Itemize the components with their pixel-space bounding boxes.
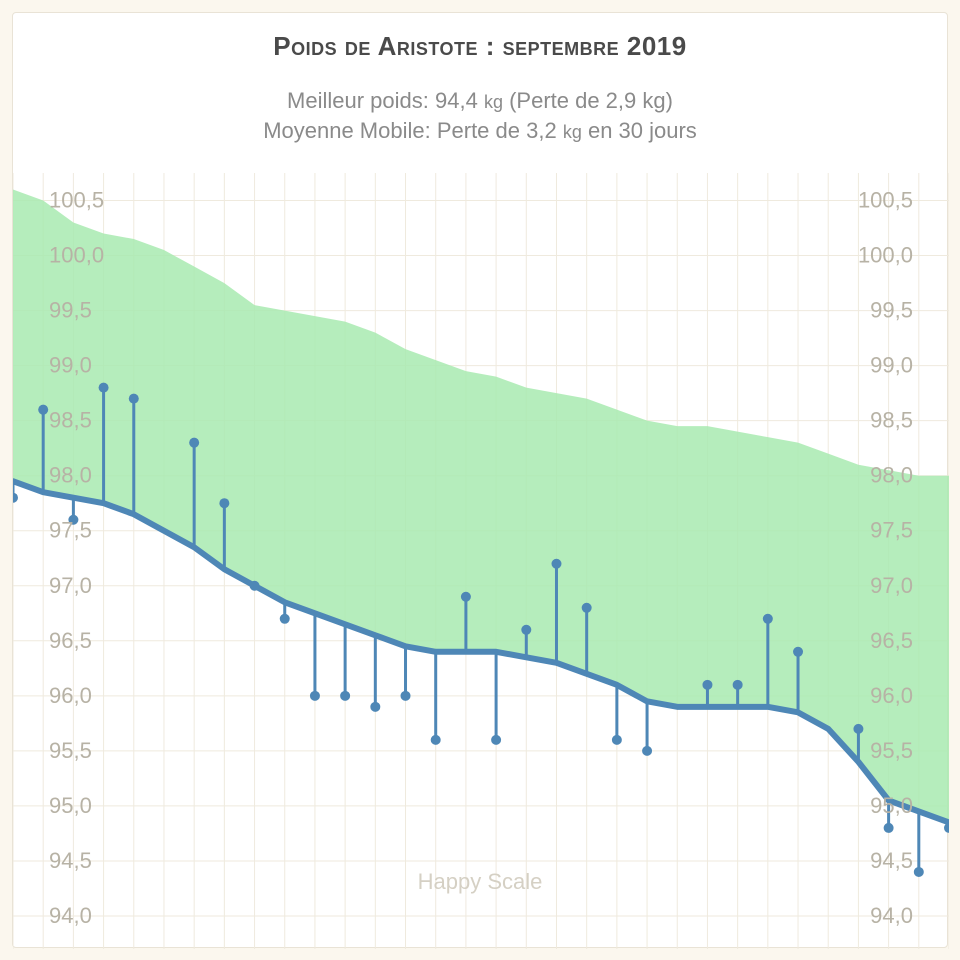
y-tick-left: 100,0 [49,243,104,268]
y-tick-right: 95,5 [870,738,913,763]
y-tick-left: 97,5 [49,518,92,543]
y-tick-left: 100,5 [49,188,104,213]
y-tick-left: 98,5 [49,408,92,433]
y-tick-right: 96,5 [870,628,913,653]
y-tick-left: 94,0 [49,903,92,928]
subtitle-line2-suffix: en 30 jours [582,118,697,143]
y-tick-right: 94,5 [870,848,913,873]
y-tick-right: 98,5 [870,408,913,433]
y-tick-right: 99,5 [870,298,913,323]
subtitle-line1-suffix: (Perte de 2,9 kg) [503,88,673,113]
y-tick-left: 98,0 [49,463,92,488]
chart-subtitle: Meilleur poids: 94,4 kg (Perte de 2,9 kg… [13,86,947,145]
subtitle-line1-prefix: Meilleur poids: 94,4 [287,88,478,113]
subtitle-line1-unit: kg [484,92,503,112]
chart-title: Poids de Aristote : septembre 2019 [13,31,947,62]
trend-area [13,190,949,823]
y-tick-right: 100,5 [858,188,913,213]
y-tick-left: 95,0 [49,793,92,818]
y-tick-right: 96,0 [870,683,913,708]
y-tick-right: 95,0 [870,793,913,818]
y-tick-right: 94,0 [870,903,913,928]
y-tick-left: 95,5 [49,738,92,763]
y-tick-left: 96,0 [49,683,92,708]
chart-card: Poids de Aristote : septembre 2019 Meill… [12,12,948,948]
y-tick-right: 100,0 [858,243,913,268]
subtitle-line2-prefix: Moyenne Mobile: Perte de 3,2 [263,118,557,143]
y-tick-left: 94,5 [49,848,92,873]
y-tick-left: 97,0 [49,573,92,598]
subtitle-line2-unit: kg [563,122,582,142]
y-tick-left: 96,5 [49,628,92,653]
y-tick-right: 97,5 [870,518,913,543]
y-tick-right: 97,0 [870,573,913,598]
y-tick-left: 99,5 [49,298,92,323]
y-tick-right: 99,0 [870,353,913,378]
weight-chart: 94,0 94,0 94,5 94,5 95,0 95,0 95,5 95,5 96,0 96,0… [13,173,949,949]
y-tick-left: 99,0 [49,353,92,378]
y-tick-right: 98,0 [870,463,913,488]
